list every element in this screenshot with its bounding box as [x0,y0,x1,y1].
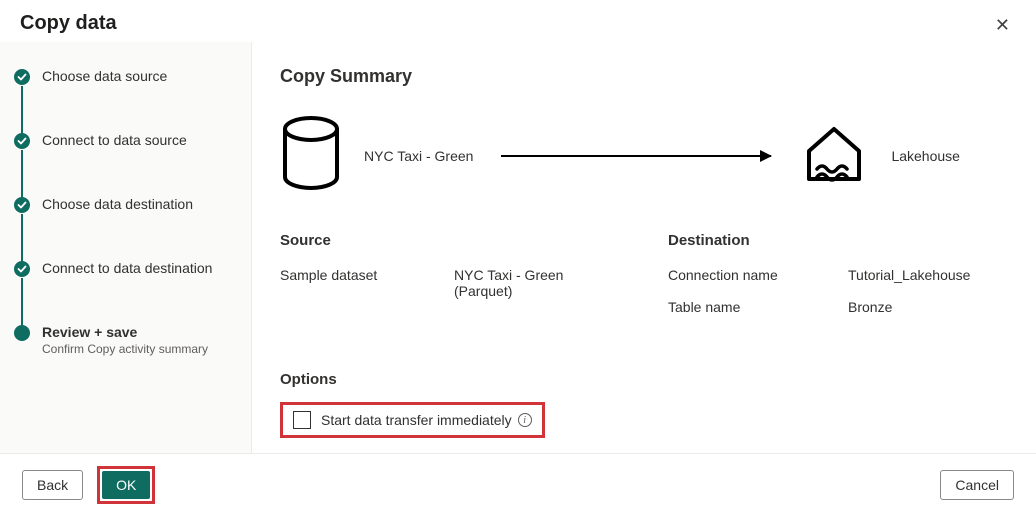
step-sublabel: Confirm Copy activity summary [42,342,237,356]
lakehouse-icon [799,121,869,190]
start-immediately-label: Start data transfer immediately [321,412,512,428]
step-connector [21,150,23,198]
copy-data-dialog: Copy data ✕ Choose data source Connect to… [0,0,1036,516]
back-button[interactable]: Back [22,470,83,500]
summary-key: Sample dataset [280,267,454,299]
wizard-sidebar: Choose data source Connect to data source… [0,42,252,453]
step-connector [21,278,23,326]
arrow-icon [501,155,771,157]
dialog-title: Copy data [20,12,117,35]
summary-row: Table nameBronze [668,299,1008,315]
ok-highlight: OK [97,466,155,504]
step-connector [21,214,23,262]
ok-button[interactable]: OK [102,471,150,499]
dialog-body: Choose data source Connect to data source… [0,42,1036,453]
titlebar: Copy data ✕ [0,0,1036,42]
destination-heading: Destination [668,232,1008,249]
start-immediately-highlight: Start data transfer immediately i [280,402,545,438]
check-circle-icon [14,133,30,149]
flow-dest-label: Lakehouse [891,148,960,164]
summary-value: Bronze [848,299,892,315]
info-icon[interactable]: i [518,413,532,427]
summary-columns: Source Sample datasetNYC Taxi - Green (P… [280,232,1008,331]
main-panel: Copy Summary NYC Taxi - Green [252,42,1036,453]
wizard-step[interactable]: Connect to data destination [14,260,237,276]
flow-source-label: NYC Taxi - Green [364,148,473,164]
cancel-button[interactable]: Cancel [940,470,1014,500]
copy-flow-diagram: NYC Taxi - Green Lakehouse [280,115,1008,196]
check-circle-icon [14,197,30,213]
step-label: Connect to data destination [42,260,237,276]
step-label: Choose data source [42,68,237,84]
step-connector [21,86,23,134]
check-circle-icon [14,261,30,277]
destination-column: Destination Connection nameTutorial_Lake… [668,232,1008,331]
dialog-footer: Back OK Cancel [0,453,1036,516]
wizard-step[interactable]: Connect to data source [14,132,237,148]
source-heading: Source [280,232,620,249]
summary-key: Connection name [668,267,848,283]
options-heading: Options [280,371,1008,388]
wizard-step[interactable]: Choose data source [14,68,237,84]
step-label: Review + save [42,324,237,340]
step-label: Choose data destination [42,196,237,212]
wizard-step[interactable]: Choose data destination [14,196,237,212]
summary-key: Table name [668,299,848,315]
start-immediately-checkbox[interactable] [293,411,311,429]
check-circle-icon [14,69,30,85]
summary-row: Connection nameTutorial_Lakehouse [668,267,1008,283]
step-dot-icon [14,325,30,341]
step-label: Connect to data source [42,132,237,148]
summary-heading: Copy Summary [280,66,1008,87]
database-icon [280,115,342,196]
close-icon[interactable]: ✕ [987,12,1018,38]
wizard-steps: Choose data source Connect to data source… [14,68,237,356]
source-column: Source Sample datasetNYC Taxi - Green (P… [280,232,620,331]
summary-row: Sample datasetNYC Taxi - Green (Parquet) [280,267,620,299]
options-section: Options Start data transfer immediately … [280,371,1008,438]
summary-value: NYC Taxi - Green (Parquet) [454,267,620,299]
summary-value: Tutorial_Lakehouse [848,267,970,283]
wizard-step[interactable]: Review + save Confirm Copy activity summa… [14,324,237,356]
